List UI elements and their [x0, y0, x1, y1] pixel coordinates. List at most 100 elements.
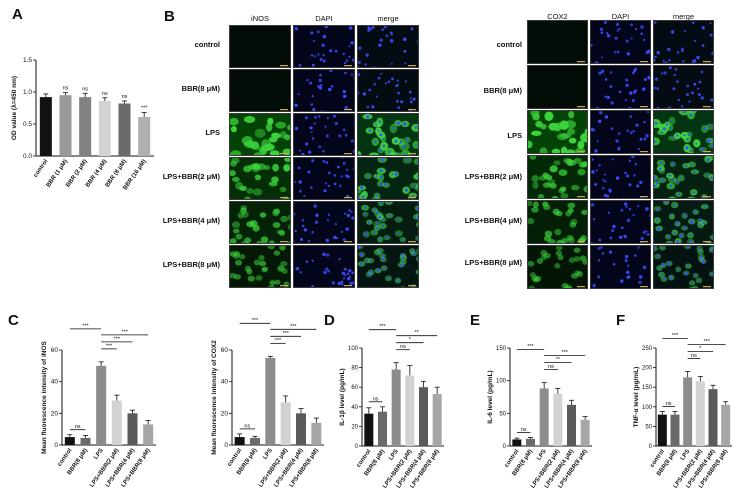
cox2-tile-r1-c2	[653, 65, 714, 109]
bar-3	[280, 402, 291, 445]
significance-label: **	[415, 330, 420, 336]
y-tick-label: 0	[649, 444, 653, 450]
significance-label: ***	[121, 329, 128, 335]
significance-label: ***	[672, 333, 679, 339]
y-tick-label: 80	[351, 366, 358, 372]
y-tick-label: 20	[221, 410, 229, 417]
y-tick-label: 60	[351, 385, 358, 391]
bar-1	[526, 438, 535, 446]
y-axis-label: Mean fluorescence intensity of COX2	[211, 340, 218, 455]
significance-label: ns	[82, 86, 88, 92]
category-label: LPS	[680, 449, 692, 462]
cox2-row-label-lps-bbr4: LPS+BBR(4 μM)	[464, 216, 522, 225]
cox2-row-label-bbr8: BBR(8 μM)	[483, 86, 522, 95]
significance-label: ***	[106, 343, 113, 349]
bar-0	[64, 437, 75, 445]
bar-0	[39, 97, 52, 156]
significance-label: ***	[114, 336, 121, 342]
y-axis-label: Mean fluorescence intensity of iNOS	[41, 340, 48, 453]
y-tick-label: 1.5	[23, 57, 32, 64]
inos-tile-r4-c1	[293, 201, 355, 244]
bar-1	[250, 437, 260, 445]
bar-5	[138, 116, 151, 156]
cox2-header-merge: merge	[672, 12, 695, 21]
y-tick-label: 100	[348, 346, 359, 352]
bar-1	[670, 414, 680, 446]
bar-0	[512, 439, 522, 446]
category-label: LPS	[262, 448, 274, 461]
y-tick-label: 40	[51, 379, 59, 386]
y-axis-label: TNF-α level (pg/mL)	[633, 367, 640, 428]
bar-4	[708, 389, 718, 446]
y-tick-label: 200	[642, 366, 653, 372]
cox2-tile-r5-c0	[527, 245, 588, 289]
inos-row-label-lps: LPS	[205, 128, 220, 137]
panel-letter-d: D	[324, 312, 335, 329]
panel-letter-a: A	[12, 6, 23, 23]
bar-3	[695, 381, 705, 446]
bar-0	[364, 413, 374, 446]
significance-label: ns	[102, 91, 108, 97]
cox2-tile-r0-c2	[653, 20, 714, 64]
category-label: LPS+BBR(8 μM)	[289, 448, 320, 489]
significance-label: ns	[244, 423, 250, 429]
inos-tile-r0-c1	[293, 25, 355, 68]
significance-label: ns	[548, 364, 554, 370]
category-label: LPS	[388, 449, 400, 462]
bar-2	[96, 365, 107, 445]
inos-tile-r4-c0	[229, 201, 291, 244]
cox2-tile-r2-c0	[527, 110, 588, 154]
significance-label: ***	[275, 338, 282, 344]
category-label: control	[33, 158, 50, 178]
significance-label: ns	[691, 353, 697, 359]
cox2-tile-r0-c0	[527, 20, 588, 64]
cox2-tile-r4-c2	[653, 200, 714, 244]
panel-letter-f: F	[616, 312, 626, 329]
bar-0	[234, 437, 245, 445]
significance-label: ***	[703, 339, 710, 345]
y-tick-label: 0.0	[23, 153, 32, 160]
inos-tile-r4-c2	[357, 201, 419, 244]
y-tick-label: 40	[221, 379, 229, 386]
significance-label: **	[556, 357, 561, 363]
cox2-header-dapi: DAPI	[611, 12, 630, 21]
inos-tile-r1-c2	[357, 69, 419, 112]
bar-4	[567, 404, 576, 446]
inos-row-label-control: control	[194, 40, 220, 49]
inos-row-label-lps-bbr8: LPS+BBR(8 μM)	[162, 260, 220, 269]
inos-tile-r5-c1	[293, 245, 355, 288]
cox2-row-label-control: control	[496, 40, 522, 49]
inos-tile-r3-c2	[357, 157, 419, 200]
inos-header-merge: merge	[377, 14, 399, 23]
bar-3	[553, 393, 563, 446]
cox2-tile-r1-c1	[590, 65, 651, 109]
bar-2	[265, 357, 276, 445]
bar-2	[539, 388, 549, 446]
y-tick-label: 0	[503, 444, 507, 450]
y-tick-label: 150	[642, 385, 653, 391]
bar-4	[419, 387, 428, 446]
bar-5	[721, 404, 731, 446]
bar-3	[111, 400, 122, 445]
cox2-tile-r1-c0	[527, 65, 588, 109]
inos-tile-r5-c0	[229, 245, 291, 288]
bar-1	[378, 411, 387, 446]
bar-2	[683, 377, 693, 446]
y-tick-label: 150	[496, 346, 507, 352]
inos-row-label-lps-bbr4: LPS+BBR(4 μM)	[162, 216, 220, 225]
category-label: LPS	[93, 448, 105, 461]
significance-label: *	[409, 337, 412, 343]
cox2-header-cox2: COX2	[547, 12, 568, 21]
cox2-tile-r5-c2	[653, 245, 714, 289]
category-label: LPS	[536, 449, 548, 462]
inos-tile-r2-c0	[229, 113, 291, 156]
significance-label: ***	[82, 323, 89, 329]
significance-label: ns	[666, 401, 672, 407]
chart-a: 0.00.51.01.5OD value (λ=450 nm)controlBB…	[10, 57, 154, 191]
panel-letter-b: B	[164, 8, 175, 25]
bar-4	[118, 103, 131, 156]
panel-letter-c: C	[8, 312, 19, 329]
